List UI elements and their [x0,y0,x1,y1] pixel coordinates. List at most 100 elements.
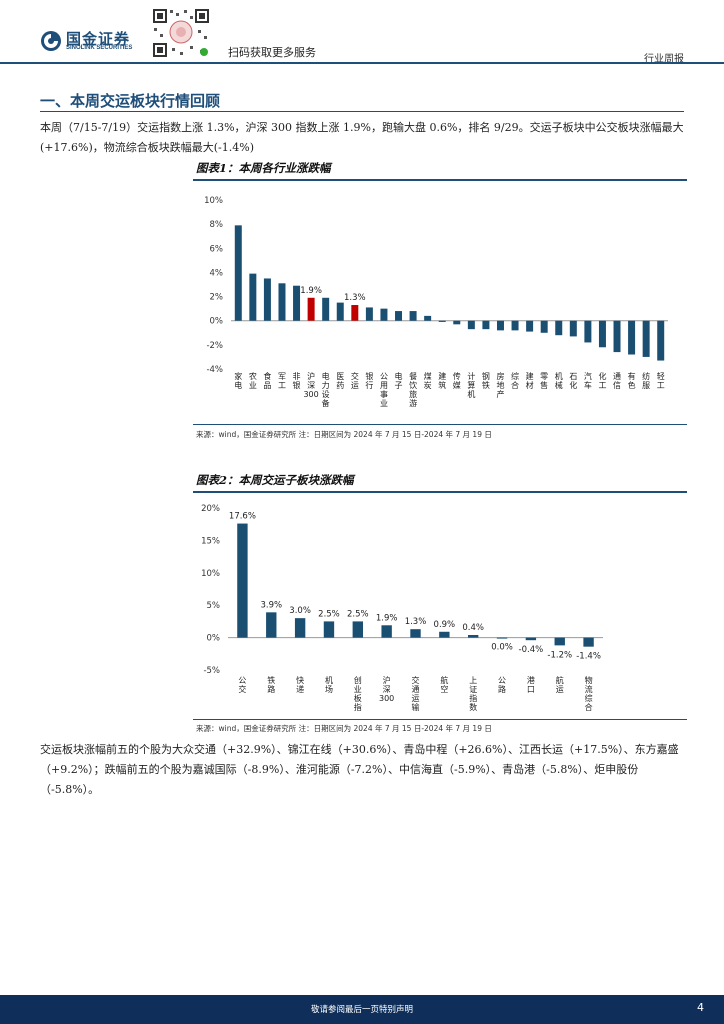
bar-电力设备 [322,297,330,321]
qr-code[interactable] [150,6,212,60]
category-label-上证指数: 上证指数 [469,676,477,712]
category-label-食品: 食品 [263,371,271,390]
bar-传媒 [453,320,461,325]
y-tick-label: 20% [201,504,220,514]
bar-公路 [496,637,508,639]
category-label-有色: 有色 [628,371,636,390]
category-label-沪深300: 沪深 300 [303,371,318,399]
bar-机械 [555,320,563,336]
bar-纺服 [642,320,650,357]
report-type: 行业周报 [644,54,684,65]
sub-sector-change-chart: -5% 0% 5% 10% 15% 20% 公交 17.6% 铁路 3.9% 快递 3.0% 机场 2.5… [201,504,603,712]
bar-电子 [395,311,403,321]
bar-综合 [511,320,519,331]
category-label-汽车: 汽车 [584,371,592,390]
sinolink-logo-icon [41,31,61,51]
bar-公交 [237,523,248,638]
data-label-航运: -1.2% [547,650,572,660]
category-label-沪深300: 沪深 300 [379,675,394,703]
section-title: 一、本周交运板块行情回顾 [40,93,221,110]
logo-cn: 国金证券 [66,31,131,48]
data-label-交通运输: 1.3% [405,617,427,627]
category-label-通信: 通信 [613,371,621,390]
bar-餐饮旅游 [409,311,417,321]
figure2-title: 图表2：本周交运子板块涨跌幅 [196,473,354,487]
data-label-沪深300: 1.9% [300,286,322,296]
figure1-title: 图表1：本周各行业涨跌幅 [196,161,331,175]
bar-计算机 [467,320,475,330]
category-label-航运: 航运 [556,675,564,694]
category-label-非银: 非银 [293,371,301,390]
category-label-交运: 交运 [351,371,359,390]
data-label-物流综合: -1.4% [576,652,601,662]
category-label-家电: 家电 [234,371,242,390]
bar-军工 [278,283,286,321]
bar-有色 [628,320,636,355]
category-label-交通运输: 交通运输 [412,675,420,712]
closing-paragraph: 交运板块涨幅前五的个股为大众交通（+32.9%）、锦江在线（+30.6%）、青岛… [40,743,679,796]
footer-disclaimer: 敬请参阅最后一页特别声明 [310,1005,413,1015]
bar-汽车 [584,320,592,343]
bar-物流综合 [583,637,594,647]
bar-轻工 [657,320,665,361]
y-tick-label: 15% [201,536,220,546]
bar-建材 [526,320,534,332]
bar-房地产 [496,320,504,331]
category-label-纺服: 纺服 [642,371,650,390]
y-tick-label: 10% [201,569,220,579]
section-underline [40,111,684,112]
category-label-钢铁: 钢铁 [482,371,490,390]
bar-航运 [554,637,565,646]
bar-零售 [540,320,548,333]
category-label-零售: 零售 [540,372,548,390]
data-label-公路: 0.0% [491,643,513,653]
category-label-传媒: 传媒 [453,371,461,390]
data-label-快递: 3.0% [289,606,311,616]
y-tick-label: 2% [210,293,224,303]
data-label-上证指数: 0.4% [462,623,484,633]
header-divider [0,62,724,64]
qr-caption: 扫码获取更多服务 [228,46,316,59]
y-tick-label: 5% [207,601,221,611]
category-label-快递: 快递 [296,675,304,694]
figure2-top-rule [193,491,687,493]
bar-铁路 [266,612,277,638]
bar-机场 [323,621,335,638]
y-tick-label: 6% [210,244,224,254]
data-label-机场: 2.5% [318,609,340,619]
bar-通信 [613,320,621,353]
data-label-港口: -0.4% [519,645,544,655]
bar-交通运输 [410,629,421,638]
bar-沪深300 [307,297,315,321]
category-label-公用事业: 公用事业 [380,372,388,408]
y-tick-label: -4% [206,365,223,375]
bar-化工 [598,320,606,348]
bar-银行 [365,307,373,321]
intro-paragraph: 本周（7/15-7/19）交运指数上涨 1.3%，沪深 300 指数上涨 1.9… [40,121,684,154]
bar-农业 [249,273,257,321]
category-label-航空: 航空 [440,675,448,694]
bar-航空 [439,631,450,638]
data-label-航空: 0.9% [434,620,456,630]
bar-港口 [525,637,537,641]
data-label-沪深300: 1.9% [376,613,398,623]
category-label-铁路: 铁路 [267,675,275,694]
figure1-top-rule [193,179,687,181]
bar-上证指数 [468,635,479,638]
page-number: 4 [697,1001,704,1014]
y-tick-label: 0% [210,317,224,327]
category-label-机场: 机场 [325,675,333,694]
category-label-农业: 农业 [249,371,257,390]
figure2-source: 来源：wind，国金证券研究所 注：日期区间为 2024 年 7 月 15 日-… [196,724,492,733]
data-label-交运: 1.3% [344,293,366,303]
company-logo: 国金证券 SINOLINK SECURITIES [40,30,164,52]
bar-家电 [234,225,242,321]
data-label-公交: 17.6% [229,512,256,522]
category-label-餐饮旅游: 餐饮旅游 [409,372,417,408]
category-label-机械: 机械 [555,371,563,390]
category-label-公路: 公路 [498,676,506,694]
qr-code-icon [150,6,212,60]
bar-煤炭 [424,315,432,321]
category-label-电力设备: 电力设备 [322,371,330,408]
category-label-港口: 港口 [527,675,535,694]
